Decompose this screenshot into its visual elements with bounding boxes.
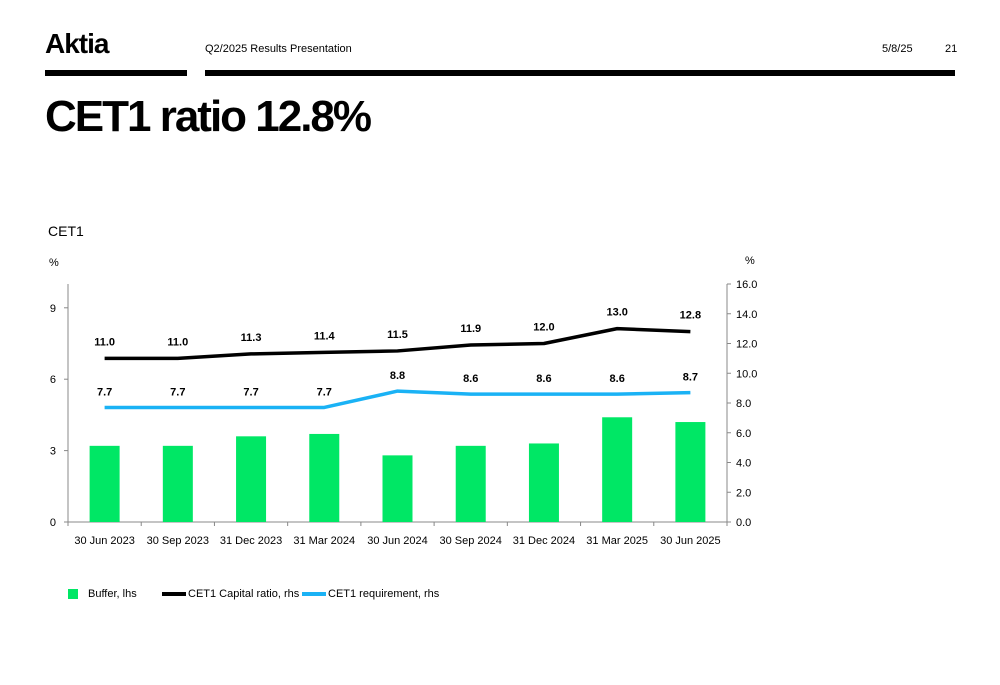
x-tick-label: 30 Sep 2024 xyxy=(440,535,502,547)
header-rule-left xyxy=(45,70,187,76)
cet1-ratio-data-label: 11.3 xyxy=(241,332,262,344)
buffer-bar xyxy=(455,445,486,522)
cet1-requirement-data-label: 7.7 xyxy=(170,386,185,398)
legend-buffer-swatch xyxy=(68,589,78,599)
x-tick-label: 31 Dec 2023 xyxy=(220,535,282,547)
cet1-requirement-data-label: 7.7 xyxy=(243,386,258,398)
legend-requirement: CET1 requirement, rhs xyxy=(302,588,439,600)
legend-ratio: CET1 Capital ratio, rhs xyxy=(162,588,299,600)
y-right-tick-label: 8.0 xyxy=(736,398,751,410)
y-right-tick-label: 10.0 xyxy=(736,368,757,380)
y-left-tick-label: 6 xyxy=(50,374,56,386)
y-left-tick-label: 0 xyxy=(50,517,56,529)
x-tick-label: 30 Jun 2024 xyxy=(367,535,428,547)
y-right-tick-label: 6.0 xyxy=(736,428,751,440)
x-tick-label: 31 Dec 2024 xyxy=(513,535,575,547)
cet1-ratio-data-label: 11.9 xyxy=(460,323,481,335)
y-right-tick-label: 14.0 xyxy=(736,309,757,321)
cet1-ratio-data-label: 13.0 xyxy=(606,307,627,319)
x-tick-label: 30 Jun 2025 xyxy=(660,535,721,547)
logo: Aktia xyxy=(45,28,109,59)
legend-ratio-label: CET1 Capital ratio, rhs xyxy=(188,588,300,600)
cet1-requirement-data-label: 8.6 xyxy=(463,373,478,385)
cet1-ratio-data-label: 11.5 xyxy=(387,329,408,341)
cet1-requirement-data-label: 8.8 xyxy=(390,370,405,382)
presentation-date: 5/8/25 xyxy=(882,43,913,55)
cet1-ratio-data-label: 12.0 xyxy=(533,322,554,334)
buffer-bar xyxy=(382,455,413,522)
cet1-requirement-data-label: 7.7 xyxy=(97,386,112,398)
legend-requirement-swatch xyxy=(302,592,326,596)
cet1-ratio-data-label: 11.4 xyxy=(314,330,336,342)
chart-title: CET1 xyxy=(48,223,84,239)
buffer-bar xyxy=(162,445,193,522)
buffer-bar xyxy=(602,417,633,522)
y-left-axis-label: % xyxy=(49,257,59,269)
cet1-ratio-data-label: 11.0 xyxy=(167,336,188,348)
x-tick-label: 31 Mar 2024 xyxy=(293,535,355,547)
y-right-tick-label: 0.0 xyxy=(736,517,751,529)
y-right-tick-label: 16.0 xyxy=(736,279,757,291)
presentation-subtitle: Q2/2025 Results Presentation xyxy=(205,43,352,55)
buffer-bar xyxy=(675,422,706,522)
cet1-ratio-data-label: 12.8 xyxy=(680,310,701,322)
cet1-requirement-data-label: 8.7 xyxy=(683,372,698,384)
legend-buffer-label: Buffer, lhs xyxy=(88,588,137,600)
cet1-requirement-data-label: 8.6 xyxy=(610,373,625,385)
y-left-tick-label: 3 xyxy=(50,446,56,458)
x-tick-label: 30 Jun 2023 xyxy=(74,535,135,547)
page-number: 21 xyxy=(945,43,958,55)
buffer-bar xyxy=(528,443,559,522)
buffer-bar xyxy=(236,436,267,522)
y-right-tick-label: 12.0 xyxy=(736,339,757,351)
legend-buffer: Buffer, lhs xyxy=(68,588,137,600)
cet1-requirement-data-label: 7.7 xyxy=(317,386,332,398)
cet1-ratio-data-label: 11.0 xyxy=(94,336,115,348)
header-rule-right xyxy=(205,70,955,76)
x-tick-label: 30 Sep 2023 xyxy=(147,535,209,547)
buffer-bar xyxy=(309,433,340,522)
y-right-axis-label: % xyxy=(745,255,755,267)
y-right-tick-label: 2.0 xyxy=(736,487,751,499)
buffer-bar xyxy=(89,445,120,522)
cet1-requirement-line xyxy=(104,389,691,410)
legend-ratio-swatch xyxy=(162,592,186,596)
y-right-tick-label: 4.0 xyxy=(736,458,751,470)
cet1-requirement-data-label: 8.6 xyxy=(536,373,551,385)
y-left-tick-label: 9 xyxy=(50,303,56,315)
page-title: CET1 ratio 12.8% xyxy=(45,92,372,141)
legend-requirement-label: CET1 requirement, rhs xyxy=(328,588,440,600)
x-tick-label: 31 Mar 2025 xyxy=(586,535,648,547)
